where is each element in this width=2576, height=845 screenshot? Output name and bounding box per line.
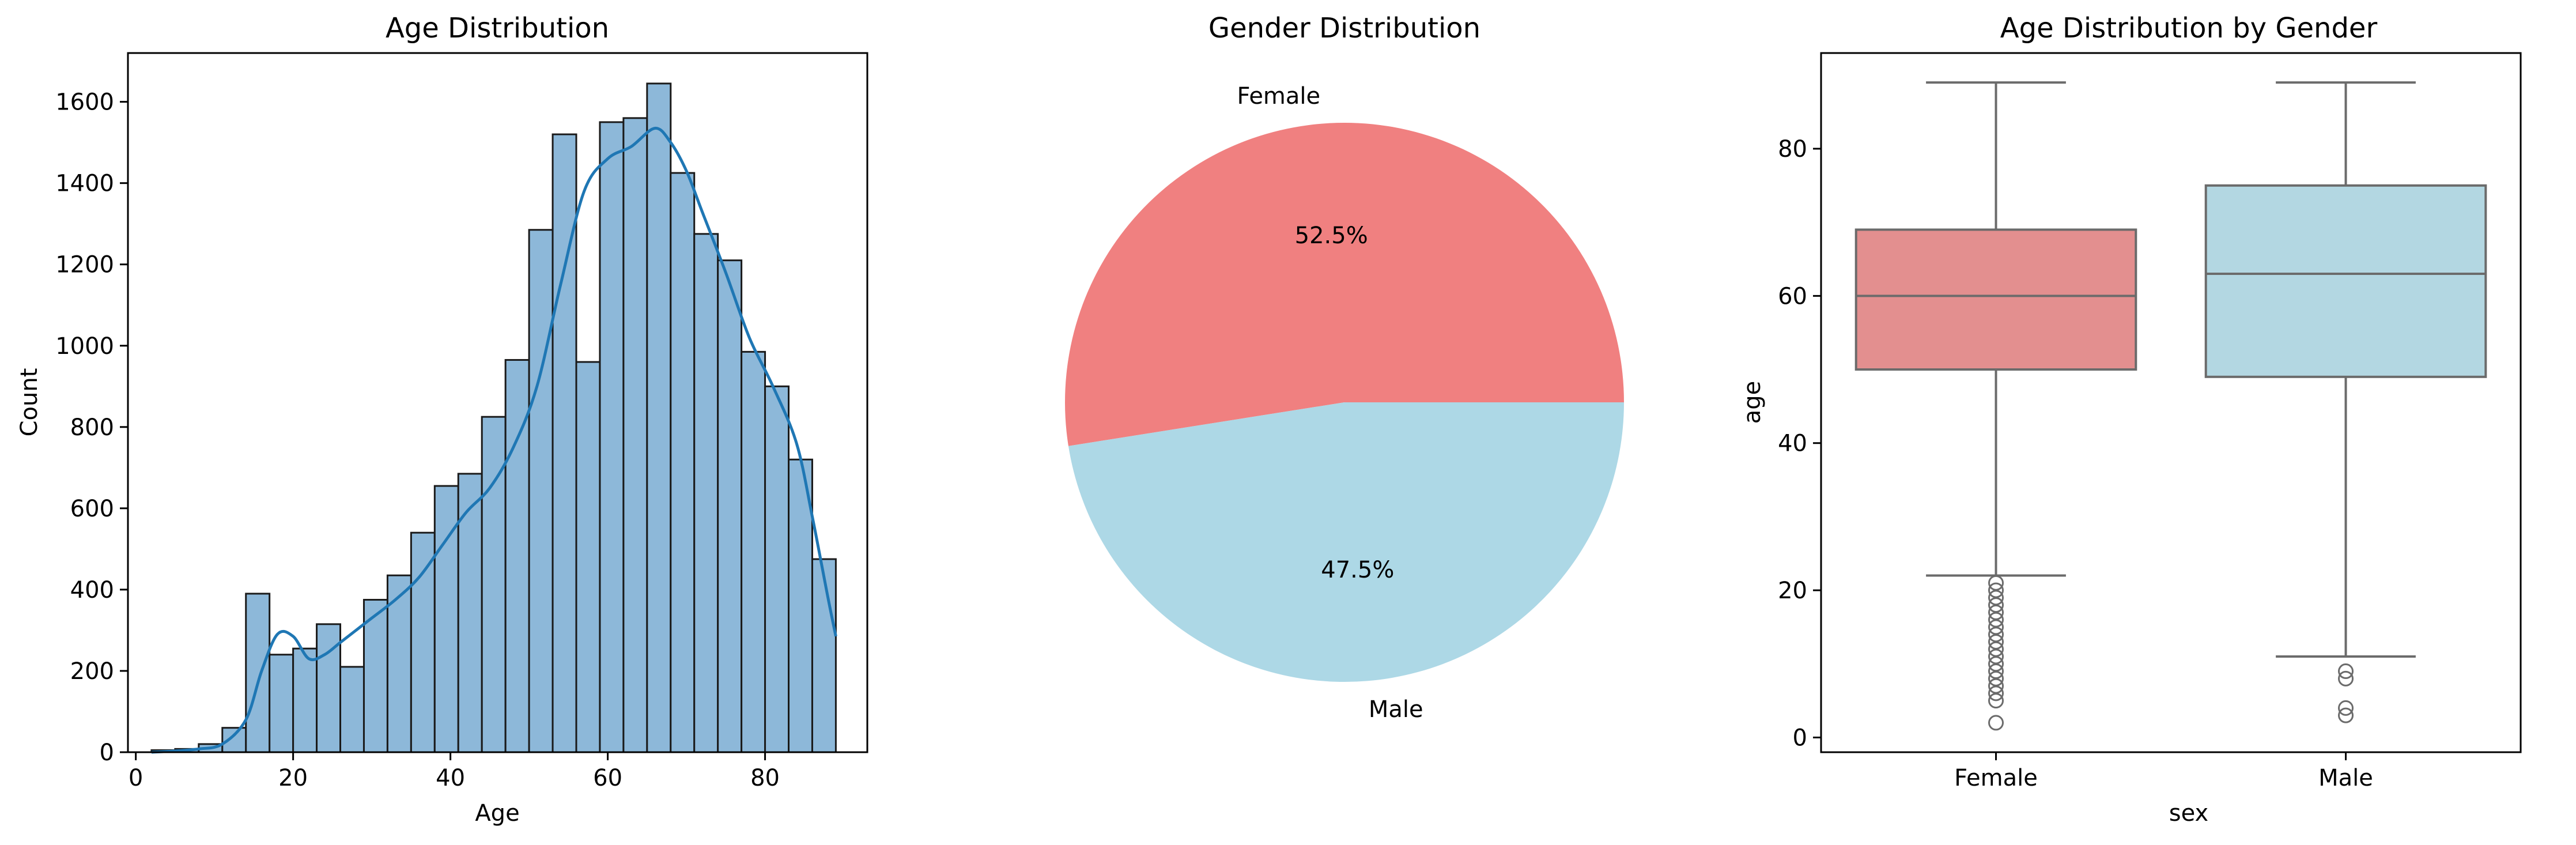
pie-slice-male bbox=[1068, 402, 1624, 682]
histogram-bar bbox=[362, 599, 388, 753]
histogram-bar bbox=[599, 121, 625, 753]
box-outlier-point bbox=[1988, 670, 2004, 686]
boxplot-y-tick-label: 60 bbox=[1778, 283, 1807, 310]
histogram-title: Age Distribution bbox=[386, 12, 609, 44]
box-male bbox=[2204, 184, 2487, 378]
histogram-x-tick-label: 20 bbox=[278, 765, 308, 791]
histogram-bar bbox=[292, 647, 318, 753]
box-female bbox=[1854, 228, 2137, 371]
pie-labels: Female 52.5% Male 47.5% bbox=[1237, 83, 1423, 723]
box-outlier-point bbox=[1988, 678, 2004, 694]
histogram-kde-line bbox=[151, 126, 837, 754]
boxplot-panel: Age Distribution by Gender Female Male 0 2… bbox=[1739, 12, 2522, 827]
boxplot-y-tick-label: 40 bbox=[1778, 431, 1807, 457]
histogram-bar bbox=[811, 558, 837, 753]
histogram-x-tick-label: 40 bbox=[436, 765, 465, 791]
histogram-x-tick-label: 60 bbox=[593, 765, 622, 791]
boxplot-y-axis-label: age bbox=[1739, 381, 1766, 424]
histogram-bar bbox=[646, 82, 672, 753]
histogram-bars bbox=[150, 82, 837, 753]
box-outlier-point bbox=[1988, 633, 2004, 650]
histogram-y-tick-label: 400 bbox=[70, 577, 114, 603]
box-outlier-point bbox=[2338, 700, 2354, 716]
box-outlier-point bbox=[1988, 648, 2004, 665]
histogram-y-tick-label: 0 bbox=[100, 740, 114, 766]
boxplot-y-tick-label: 20 bbox=[1778, 578, 1807, 604]
boxplot-title: Age Distribution by Gender bbox=[2000, 12, 2378, 44]
histogram-bar bbox=[575, 361, 601, 753]
histogram-bar bbox=[410, 531, 436, 753]
pie-percent-label: 52.5% bbox=[1295, 222, 1368, 249]
box-outlier-point bbox=[1988, 582, 2004, 598]
histogram-bar bbox=[693, 233, 719, 753]
boxplot-y-tick-label: 0 bbox=[1793, 725, 1807, 751]
histogram-bar bbox=[717, 259, 743, 753]
histogram-bar bbox=[741, 350, 766, 753]
histogram-bar bbox=[622, 117, 648, 753]
histogram-bar bbox=[269, 654, 294, 753]
boxplot-x-axis-label: sex bbox=[2169, 800, 2208, 827]
histogram-axes-frame bbox=[127, 52, 868, 753]
histogram-y-tick-label: 1600 bbox=[55, 89, 114, 116]
boxplot-boxes bbox=[1854, 81, 2487, 731]
box-outlier-point bbox=[1988, 656, 2004, 672]
pie-label-male: Male bbox=[1369, 696, 1423, 723]
histogram-bar bbox=[528, 229, 554, 753]
histogram-y-ticks: 0 200 400 600 800 1000 1200 1400 1600 bbox=[55, 89, 128, 766]
histogram-bar bbox=[245, 593, 271, 753]
box-outlier-point bbox=[1988, 627, 2004, 643]
pie-label-female: Female bbox=[1237, 83, 1321, 110]
boxplot-y-tick-label: 80 bbox=[1778, 136, 1807, 163]
histogram-panel: Age Distribution 0 20 40 60 80 0 200 400 600 800… bbox=[16, 12, 868, 827]
boxplot-axes-frame bbox=[1820, 52, 2522, 753]
pie-slice-female bbox=[1065, 123, 1624, 446]
pie-panel: Gender Distribution Female 52.5% Male 47.5% bbox=[1065, 12, 1624, 723]
pie-slices bbox=[1065, 123, 1624, 682]
histogram-bar bbox=[670, 172, 696, 753]
boxplot-x-ticks: Female Male bbox=[1954, 752, 2373, 791]
box-outlier-point bbox=[1988, 604, 2004, 620]
histogram-y-tick-label: 1400 bbox=[55, 171, 114, 197]
boxplot-x-tick-label: Male bbox=[2318, 765, 2373, 791]
box-outlier-point bbox=[2338, 707, 2354, 723]
histogram-y-tick-label: 800 bbox=[70, 414, 114, 441]
box-outlier-point bbox=[2338, 663, 2354, 680]
box-outlier-point bbox=[2338, 670, 2354, 686]
histogram-y-axis-label: Count bbox=[16, 368, 43, 437]
box-outlier-point bbox=[1988, 685, 2004, 701]
box-outlier-point bbox=[1988, 641, 2004, 657]
box-outlier-point bbox=[1988, 590, 2004, 606]
boxplot-y-ticks: 0 20 40 60 80 bbox=[1778, 136, 1821, 751]
boxplot-x-tick-label: Female bbox=[1954, 765, 2038, 791]
pie-percent-label: 47.5% bbox=[1321, 557, 1394, 583]
histogram-bar bbox=[316, 623, 342, 753]
histogram-bar bbox=[788, 458, 813, 753]
box-outlier-point bbox=[1988, 715, 2004, 731]
histogram-y-tick-label: 200 bbox=[70, 658, 114, 685]
histogram-x-tick-label: 80 bbox=[750, 765, 780, 791]
box-outlier-point bbox=[1988, 619, 2004, 635]
box-outlier-point bbox=[1988, 663, 2004, 680]
histogram-bar bbox=[504, 359, 530, 753]
pie-title: Gender Distribution bbox=[1208, 12, 1480, 44]
histogram-bar bbox=[339, 666, 365, 753]
histogram-x-axis-label: Age bbox=[475, 800, 519, 827]
histogram-y-tick-label: 1200 bbox=[55, 252, 114, 278]
histogram-x-tick-label: 0 bbox=[129, 765, 143, 791]
box-outlier-point bbox=[1988, 693, 2004, 709]
histogram-bar bbox=[764, 385, 790, 753]
box-outlier-point bbox=[1988, 597, 2004, 613]
box-outlier-point bbox=[1988, 575, 2004, 591]
histogram-y-tick-label: 1000 bbox=[55, 333, 114, 360]
histogram-y-tick-label: 600 bbox=[70, 496, 114, 522]
histogram-x-ticks: 0 20 40 60 80 bbox=[129, 752, 780, 791]
box-outlier-point bbox=[1988, 612, 2004, 628]
